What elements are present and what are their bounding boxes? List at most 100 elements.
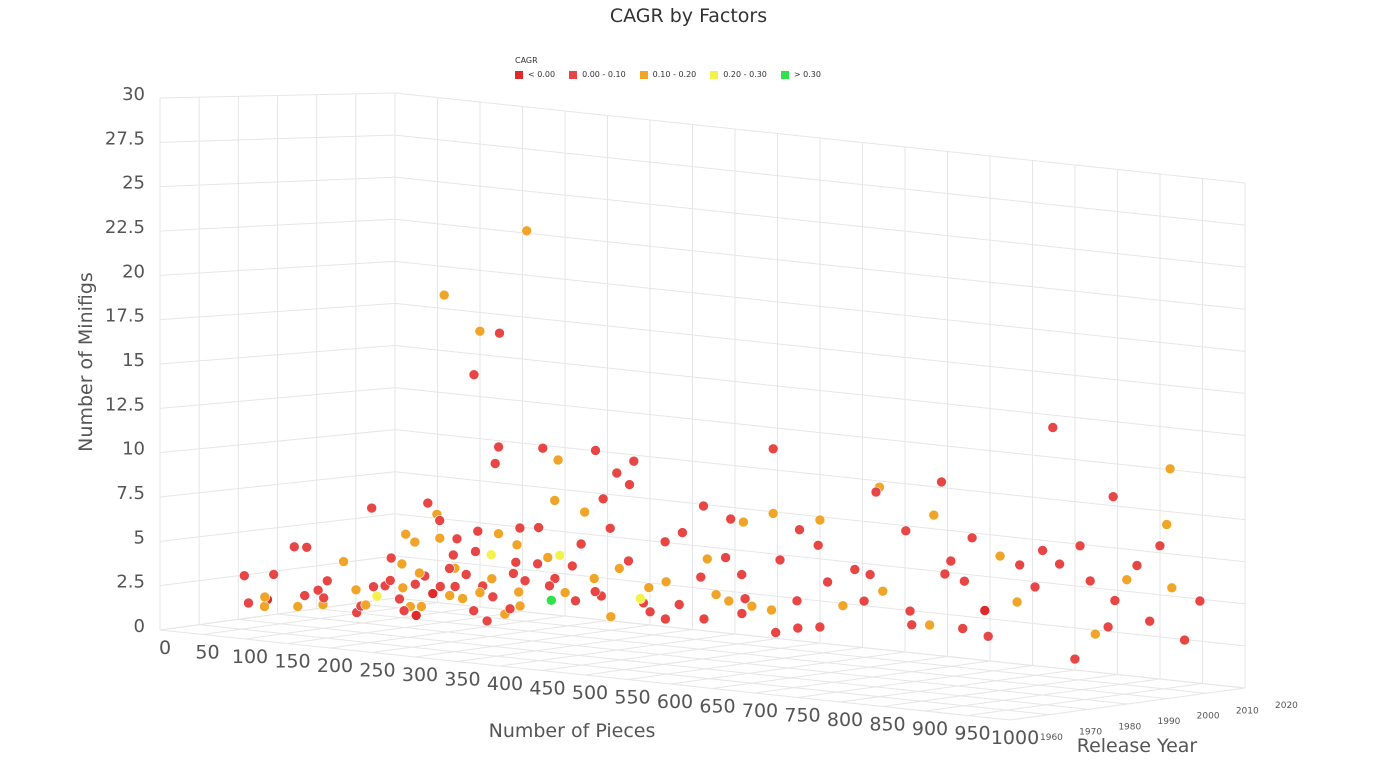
data-point[interactable] [1161,519,1172,530]
data-point[interactable] [292,601,304,612]
data-point[interactable] [410,610,422,621]
data-point[interactable] [736,608,748,619]
data-point[interactable] [864,569,876,580]
data-point[interactable] [738,516,749,528]
data-point[interactable] [695,571,707,583]
legend-item-0-010[interactable]: 0.00 - 0.10 [569,70,626,79]
data-point[interactable] [544,580,555,592]
data-point[interactable] [474,325,486,337]
data-point[interactable] [939,568,951,580]
data-point[interactable] [858,595,870,607]
data-point[interactable] [447,549,459,561]
data-point[interactable] [957,623,969,634]
data-point[interactable] [1014,559,1026,571]
data-point[interactable] [400,528,412,540]
data-point[interactable] [723,595,735,607]
data-point[interactable] [791,595,803,607]
data-point[interactable] [767,508,779,519]
data-point[interactable] [312,584,324,596]
data-point[interactable] [545,594,557,606]
data-point[interactable] [549,573,561,584]
data-point[interactable] [366,502,378,514]
data-point[interactable] [504,603,516,615]
data-point[interactable] [604,522,616,534]
data-point[interactable] [457,593,468,604]
data-point[interactable] [736,569,748,580]
data-point[interactable] [1084,575,1096,587]
data-point[interactable] [628,455,640,467]
data-point[interactable] [321,575,333,587]
data-point[interactable] [259,591,271,603]
data-point[interactable] [385,552,397,564]
data-point[interactable] [449,581,461,592]
data-point[interactable] [519,575,531,587]
data-point[interactable] [427,588,439,599]
data-point[interactable] [485,549,497,561]
data-point[interactable] [460,569,472,580]
data-point[interactable] [549,495,561,506]
data-point[interactable] [288,541,300,553]
data-point[interactable] [542,552,554,563]
data-point[interactable] [318,592,330,604]
data-point[interactable] [511,539,523,551]
data-point[interactable] [360,599,372,611]
data-point[interactable] [472,525,484,537]
data-point[interactable] [468,369,480,381]
data-point[interactable] [493,441,504,453]
data-point[interactable] [552,454,564,466]
data-point[interactable] [605,611,617,623]
data-point[interactable] [982,630,994,642]
data-point[interactable] [434,515,446,526]
data-point[interactable] [924,619,935,631]
data-point[interactable] [570,595,581,607]
data-point[interactable] [470,546,481,557]
data-point[interactable] [481,615,493,627]
data-point[interactable] [533,522,544,533]
data-point[interactable] [398,605,410,617]
data-point[interactable] [837,600,849,612]
data-point[interactable] [936,476,947,488]
data-point[interactable] [1011,596,1023,608]
data-point[interactable] [1154,540,1166,552]
data-point[interactable] [575,538,587,550]
data-point[interactable] [474,587,486,598]
data-point[interactable] [514,600,526,612]
data-point[interactable] [870,486,882,498]
data-point[interactable] [1164,463,1176,475]
data-point[interactable] [1054,558,1065,570]
data-point[interactable] [1037,545,1048,556]
data-point[interactable] [397,582,409,594]
data-point[interactable] [725,513,737,525]
data-point[interactable] [243,597,254,609]
legend-item-010-020[interactable]: 0.10 - 0.20 [639,70,696,79]
data-point[interactable] [611,467,623,479]
data-point[interactable] [409,578,421,590]
data-point[interactable] [767,443,779,455]
data-point[interactable] [438,289,450,301]
data-point[interactable] [1109,595,1121,606]
data-point[interactable] [559,587,571,598]
data-point[interactable] [368,581,379,593]
data-point[interactable] [720,552,731,563]
data-point[interactable] [1102,621,1114,633]
data-point[interactable] [794,524,805,536]
data-point[interactable] [1074,540,1086,552]
data-point[interactable] [710,589,722,600]
data-point[interactable] [434,532,446,544]
data-point[interactable] [444,563,455,574]
data-point[interactable] [634,593,646,604]
data-point[interactable] [643,582,655,593]
data-point[interactable] [414,567,425,579]
data-point[interactable] [444,590,456,601]
data-point[interactable] [494,327,505,339]
data-point[interactable] [508,568,519,579]
data-point[interactable] [774,554,786,566]
data-point[interactable] [579,506,591,518]
data-point[interactable] [487,591,499,603]
data-point[interactable] [849,564,861,575]
data-point[interactable] [673,599,685,610]
data-point[interactable] [1179,634,1190,646]
data-point[interactable] [416,601,427,612]
data-point[interactable] [588,573,600,584]
data-point[interactable] [493,528,504,540]
